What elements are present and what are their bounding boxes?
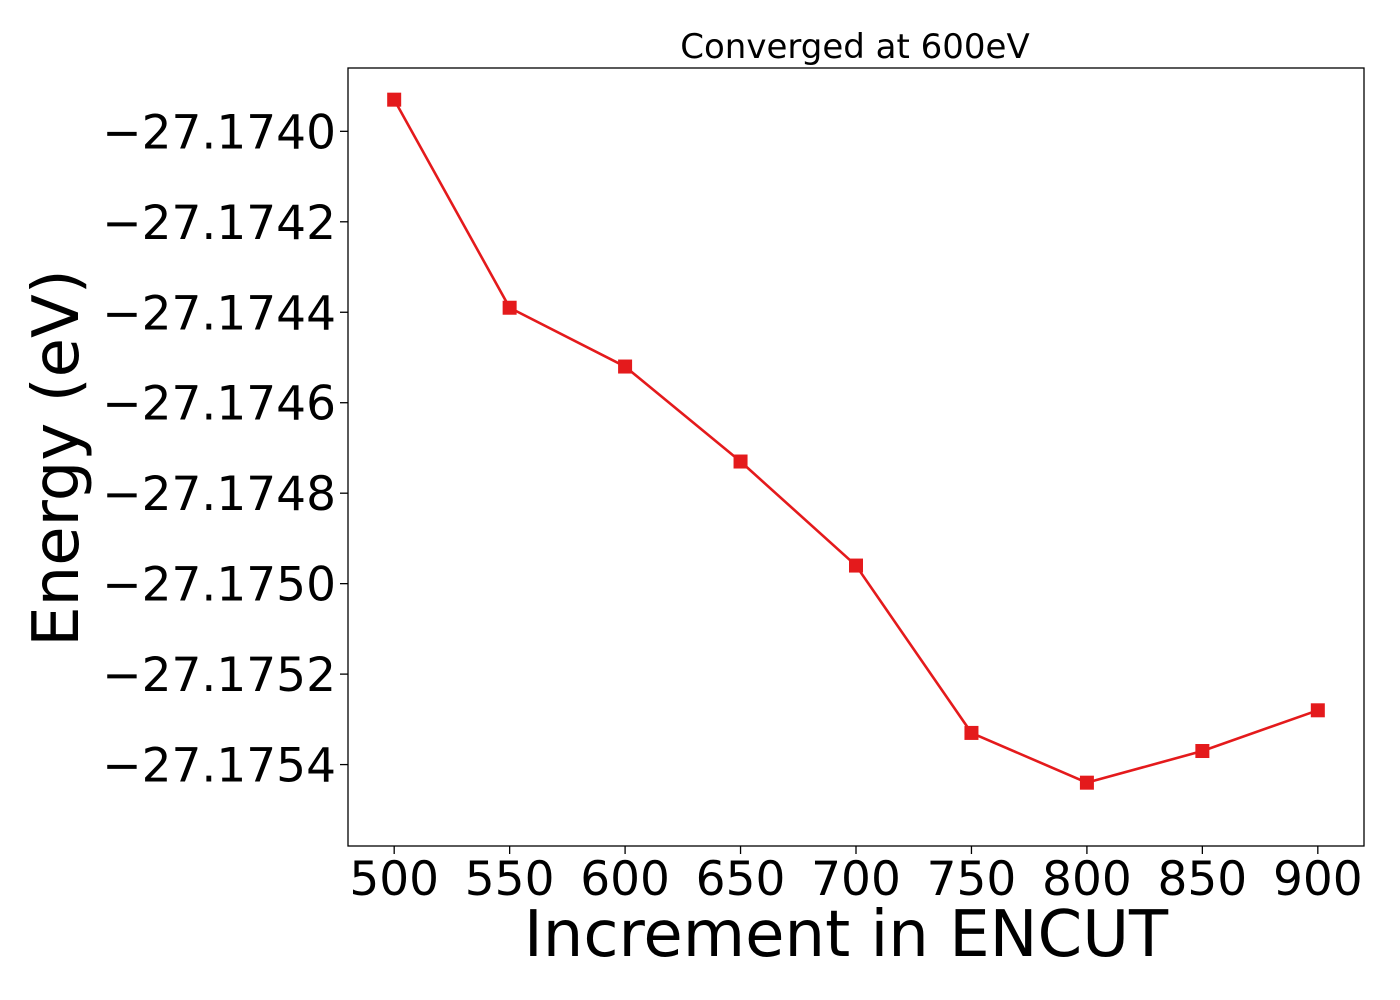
y-tick-label: −27.1746 xyxy=(102,377,336,432)
data-point-marker xyxy=(964,725,979,740)
x-axis-ticks: 500 550 600 650 700 750 800 850 900 xyxy=(349,846,1363,907)
x-tick-label: 900 xyxy=(1273,852,1363,907)
x-tick-label: 600 xyxy=(580,852,670,907)
y-tick-label: −27.1748 xyxy=(102,467,336,522)
data-point-marker xyxy=(1195,744,1210,759)
data-point-marker xyxy=(618,359,633,374)
data-point-marker xyxy=(849,558,863,573)
plot-frame xyxy=(347,67,1365,847)
series-layer xyxy=(387,92,1325,790)
y-tick-label: −27.1750 xyxy=(102,558,336,613)
x-tick-label: 550 xyxy=(465,852,555,907)
y-tick-label: −27.1742 xyxy=(102,196,336,251)
x-tick-label: 700 xyxy=(811,852,901,907)
data-point-marker xyxy=(502,300,517,315)
y-tick-label: −27.1754 xyxy=(102,739,336,794)
x-tick-label: 800 xyxy=(1042,852,1132,907)
x-axis-label: Increment in ENCUT xyxy=(524,898,1169,972)
x-tick-label: 650 xyxy=(696,852,786,907)
y-tick-label: −27.1740 xyxy=(102,105,336,160)
data-point-marker xyxy=(387,92,402,107)
y-tick-label: −27.1752 xyxy=(102,648,336,703)
x-tick-label: 850 xyxy=(1158,852,1248,907)
data-point-marker xyxy=(733,454,748,469)
x-tick-label: 750 xyxy=(927,852,1017,907)
chart-title: Converged at 600eV xyxy=(680,27,1029,67)
y-axis-label: Energy (eV) xyxy=(20,269,94,647)
data-point-marker xyxy=(1310,703,1325,718)
x-tick-label: 500 xyxy=(349,852,439,907)
data-point-marker xyxy=(1079,775,1094,790)
y-axis-ticks: −27.1740 −27.1742 −27.1744 −27.1746 −27.1748… xyxy=(102,105,348,794)
y-tick-label: −27.1744 xyxy=(102,286,336,341)
